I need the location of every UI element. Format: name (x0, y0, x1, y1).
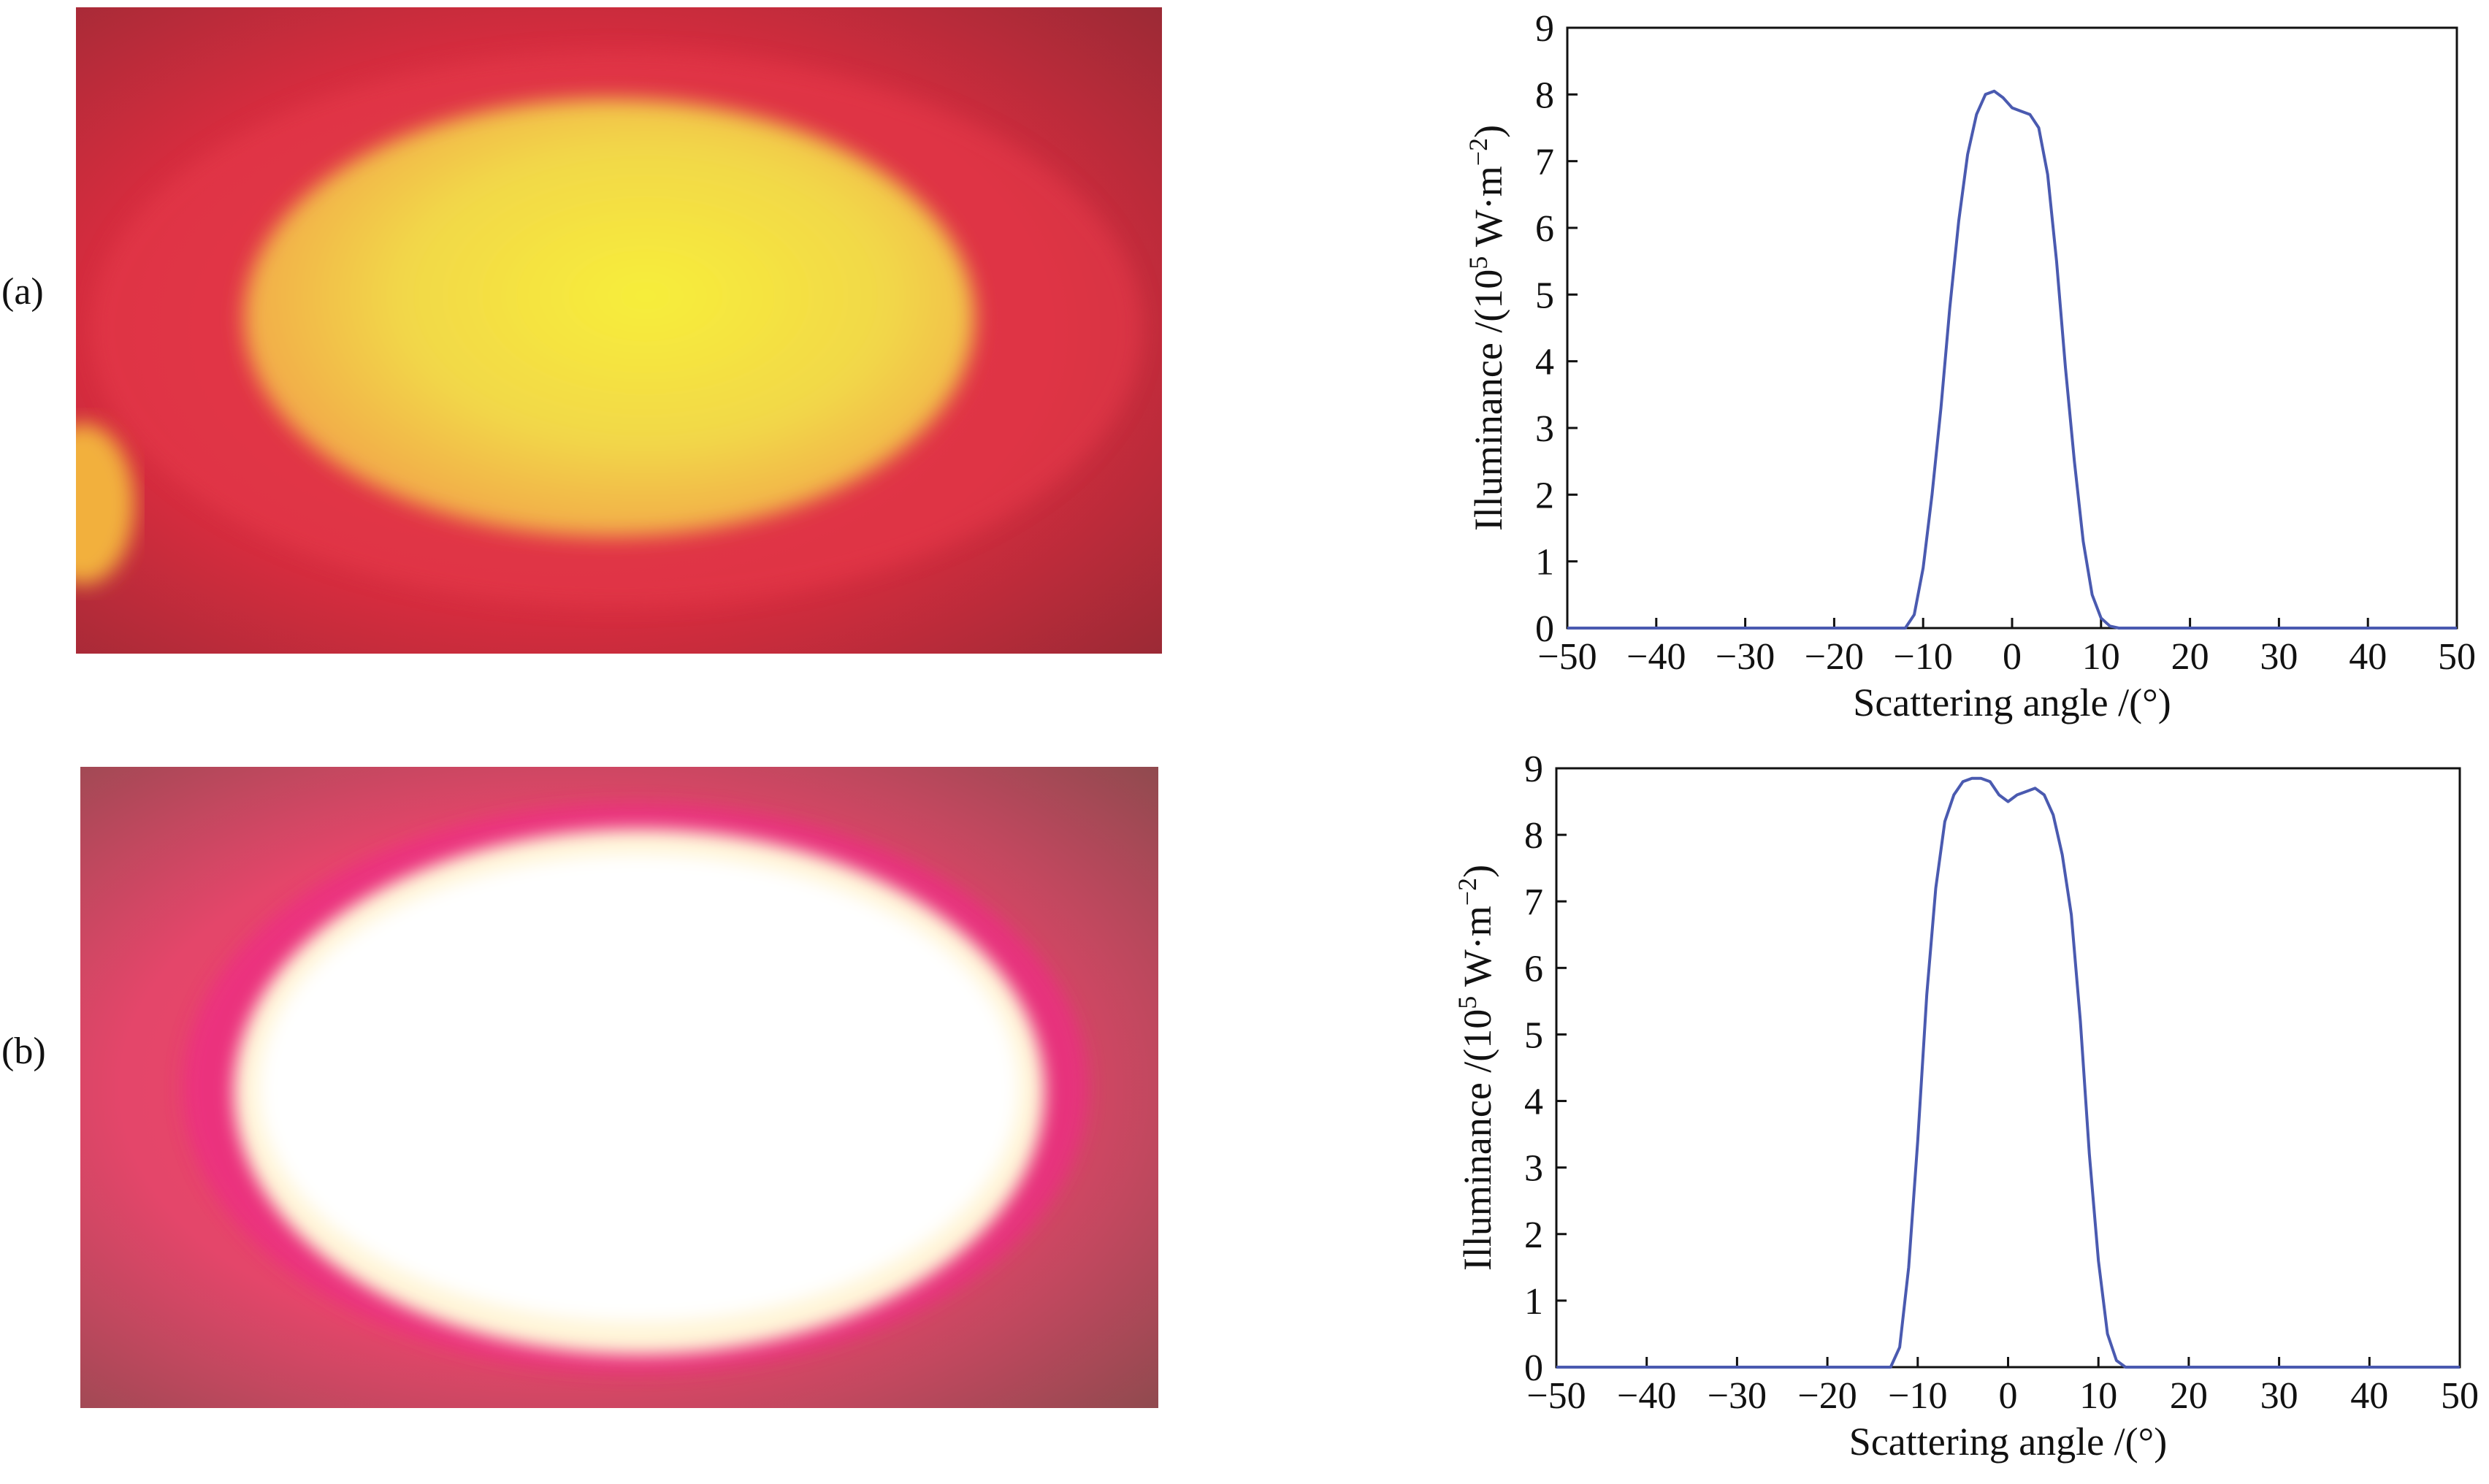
x-axis-label: Scattering angle /(°) (1849, 1420, 2167, 1464)
y-axis-label-part: Illuminance /(10 (1456, 1009, 1499, 1271)
x-tick-label: 40 (2349, 636, 2387, 678)
photo-a-spot (244, 99, 974, 537)
y-tick-label: 8 (1535, 74, 1554, 116)
plot-frame (1566, 26, 2458, 630)
x-tick-label: 50 (2441, 1375, 2479, 1417)
photo-b-spot (259, 854, 1019, 1322)
y-tick-label: 3 (1535, 408, 1554, 450)
x-tick-label: −40 (1617, 1375, 1676, 1417)
series-line-illuminance (1567, 89, 2457, 630)
x-tick-label: 20 (2171, 636, 2209, 678)
x-axis-label: Scattering angle /(°) (1853, 681, 2171, 724)
photo-a-edge-spot (76, 424, 134, 584)
x-tick-label: 20 (2170, 1375, 2208, 1417)
y-tick-label: 5 (1535, 275, 1554, 316)
x-tick-label: −40 (1626, 636, 1686, 678)
x-tick-label: −10 (1888, 1375, 1947, 1417)
y-axis-label-superscript: 5 (1453, 996, 1482, 1009)
scattering-photo-b (80, 767, 1158, 1408)
x-tick-label: 30 (2260, 636, 2298, 678)
y-axis-label-part: Illuminance /(10 (1467, 269, 1510, 531)
y-axis-label: Illuminance /(105 W·m−2) (1453, 865, 1499, 1271)
y-axis-label-superscript: −2 (1464, 138, 1493, 166)
x-tick-label: −10 (1894, 636, 1953, 678)
y-axis-label-part: ) (1456, 865, 1499, 878)
y-tick-label: 7 (1535, 142, 1554, 183)
x-tick-label: −50 (1537, 636, 1597, 678)
y-tick-label: 1 (1535, 542, 1554, 584)
y-tick-label: 8 (1524, 815, 1543, 857)
y-tick-label: 6 (1524, 948, 1543, 990)
panel-label-b: (b) (1, 1030, 46, 1072)
y-axis-label-superscript: −2 (1453, 878, 1482, 906)
x-tick-label: 10 (2082, 636, 2120, 678)
x-tick-label: 30 (2260, 1375, 2298, 1417)
chart-b: −50 −40 −30 −20 −10 0 10 20 30 40 50 0 1 2 3 4 5 6 7 8 9 Scat… (1453, 749, 2479, 1464)
panel-label-a: (a) (1, 271, 44, 313)
y-tick-label: 6 (1535, 208, 1554, 250)
y-axis-label-superscript: 5 (1464, 256, 1493, 269)
y-tick-label: 9 (1535, 8, 1554, 50)
y-tick-label: 0 (1535, 608, 1554, 650)
y-tick-label: 9 (1524, 749, 1543, 790)
y-tick-label: 4 (1535, 342, 1554, 383)
x-tick-label: 10 (2079, 1375, 2117, 1417)
y-tick-label: 3 (1524, 1148, 1543, 1190)
y-tick-label: 4 (1524, 1082, 1543, 1123)
x-tick-label: −20 (1797, 1375, 1857, 1417)
y-tick-label: 0 (1524, 1347, 1543, 1389)
plot-frame (1555, 767, 2461, 1369)
y-axis-label-part: W·m (1456, 906, 1499, 995)
x-tick-label: −30 (1716, 636, 1775, 678)
y-tick-label: 1 (1524, 1281, 1543, 1323)
y-tick-label: 2 (1535, 475, 1554, 516)
x-tick-label: 0 (1999, 1375, 2018, 1417)
y-tick-label: 2 (1524, 1215, 1543, 1256)
x-tick-label: −50 (1526, 1375, 1586, 1417)
x-tick-label: −20 (1805, 636, 1864, 678)
x-tick-label: 40 (2350, 1375, 2388, 1417)
x-tick-label: −30 (1708, 1375, 1767, 1417)
chart-a: −50 −40 −30 −20 −10 0 10 20 30 40 50 0 1 2 3 4 5 6 7 8 9 Scat… (1464, 8, 2476, 724)
scattering-photo-a (76, 7, 1162, 654)
y-axis-label: Illuminance /(105 W·m−2) (1464, 125, 1510, 531)
x-tick-label: 0 (2003, 636, 2022, 678)
y-axis-label-part: ) (1467, 125, 1510, 138)
y-tick-label: 5 (1524, 1014, 1543, 1056)
y-tick-label: 7 (1524, 881, 1543, 923)
series-line-illuminance (1556, 776, 2460, 1369)
y-axis-label-part: W·m (1467, 166, 1510, 256)
x-tick-label: 50 (2438, 636, 2476, 678)
